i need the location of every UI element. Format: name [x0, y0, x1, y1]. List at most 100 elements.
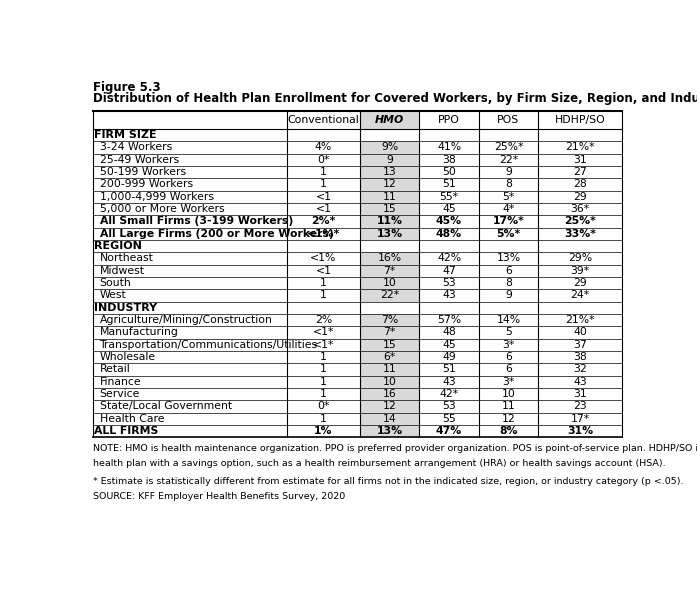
Text: 15: 15 — [383, 340, 397, 350]
Text: 31%: 31% — [567, 426, 593, 436]
Text: health plan with a savings option, such as a health reimbursement arrangement (H: health plan with a savings option, such … — [93, 458, 665, 468]
Bar — [360, 314, 420, 326]
Text: 1: 1 — [320, 389, 327, 399]
Text: 10: 10 — [502, 389, 515, 399]
Bar — [360, 277, 420, 290]
Text: 50-199 Workers: 50-199 Workers — [100, 167, 185, 177]
Text: <1%*: <1%* — [307, 229, 340, 239]
Text: Manufacturing: Manufacturing — [100, 328, 178, 338]
Text: 23: 23 — [573, 402, 587, 411]
Text: 9%: 9% — [381, 142, 398, 152]
Text: 16: 16 — [383, 389, 397, 399]
Text: PPO: PPO — [438, 115, 460, 125]
Text: 1: 1 — [320, 278, 327, 288]
Text: HMO: HMO — [375, 115, 404, 125]
Text: <1*: <1* — [313, 328, 334, 338]
Text: 22*: 22* — [499, 155, 518, 164]
Text: NOTE: HMO is health maintenance organization. PPO is preferred provider organiza: NOTE: HMO is health maintenance organiza… — [93, 444, 697, 453]
Text: 1: 1 — [320, 167, 327, 177]
Text: 31: 31 — [573, 389, 587, 399]
Text: Northeast: Northeast — [100, 253, 153, 264]
Text: 5: 5 — [505, 328, 512, 338]
Text: HDHP/SO: HDHP/SO — [555, 115, 606, 125]
Text: 8%: 8% — [499, 426, 518, 436]
Text: Transportation/Communications/Utilities: Transportation/Communications/Utilities — [100, 340, 318, 350]
Text: 28: 28 — [573, 179, 587, 190]
Text: 16%: 16% — [378, 253, 401, 264]
Text: FIRM SIZE: FIRM SIZE — [94, 130, 157, 140]
Text: 11: 11 — [502, 402, 515, 411]
Bar — [360, 253, 420, 265]
Text: 43: 43 — [442, 377, 456, 387]
Text: Finance: Finance — [100, 377, 141, 387]
Text: 38: 38 — [573, 352, 587, 362]
Text: 7*: 7* — [383, 328, 396, 338]
Bar — [360, 111, 420, 129]
Text: 55*: 55* — [440, 192, 459, 202]
Text: South: South — [100, 278, 131, 288]
Text: Midwest: Midwest — [100, 265, 144, 276]
Text: 27: 27 — [573, 167, 587, 177]
Bar — [360, 388, 420, 400]
Text: 10: 10 — [383, 377, 397, 387]
Bar — [360, 265, 420, 277]
Text: 29: 29 — [573, 192, 587, 202]
Text: 25%*: 25%* — [493, 142, 523, 152]
Text: 38: 38 — [442, 155, 456, 164]
Bar — [360, 339, 420, 351]
Text: 5,000 or More Workers: 5,000 or More Workers — [100, 204, 224, 214]
Text: 21%*: 21%* — [565, 315, 595, 325]
Text: ALL FIRMS: ALL FIRMS — [94, 426, 158, 436]
Text: 9: 9 — [386, 155, 393, 164]
Text: 11: 11 — [383, 192, 397, 202]
Text: 45: 45 — [442, 340, 456, 350]
Text: All Small Firms (3-199 Workers): All Small Firms (3-199 Workers) — [100, 216, 293, 227]
Text: 53: 53 — [442, 278, 456, 288]
Text: 51: 51 — [442, 365, 456, 375]
Text: 41%: 41% — [437, 142, 461, 152]
Text: 5%*: 5%* — [496, 229, 521, 239]
Text: 53: 53 — [442, 402, 456, 411]
Bar — [360, 203, 420, 215]
Bar — [360, 400, 420, 413]
Text: 3*: 3* — [503, 377, 514, 387]
Text: SOURCE: KFF Employer Health Benefits Survey, 2020: SOURCE: KFF Employer Health Benefits Sur… — [93, 492, 345, 501]
Bar — [360, 190, 420, 203]
Text: 47: 47 — [442, 265, 456, 276]
Text: INDUSTRY: INDUSTRY — [94, 302, 158, 313]
Text: 31: 31 — [573, 155, 587, 164]
Text: 6: 6 — [505, 365, 512, 375]
Text: Service: Service — [100, 389, 140, 399]
Text: 9: 9 — [505, 167, 512, 177]
Text: 1: 1 — [320, 377, 327, 387]
Text: 1: 1 — [320, 290, 327, 301]
Text: 12: 12 — [383, 402, 397, 411]
Text: 24*: 24* — [570, 290, 590, 301]
Text: 9: 9 — [505, 290, 512, 301]
Text: West: West — [100, 290, 126, 301]
Text: <1: <1 — [316, 265, 332, 276]
Bar — [360, 326, 420, 339]
Text: 1%: 1% — [314, 426, 332, 436]
Text: <1: <1 — [316, 204, 332, 214]
Text: All Large Firms (200 or More Workers): All Large Firms (200 or More Workers) — [100, 229, 333, 239]
Text: Conventional: Conventional — [288, 115, 360, 125]
Text: 17%*: 17%* — [493, 216, 524, 227]
Text: 4*: 4* — [503, 204, 514, 214]
Text: <1: <1 — [316, 192, 332, 202]
Text: 45: 45 — [442, 204, 456, 214]
Text: 0*: 0* — [317, 402, 330, 411]
Text: 1: 1 — [320, 365, 327, 375]
Bar — [360, 141, 420, 153]
Text: 13%: 13% — [496, 253, 521, 264]
Text: 5*: 5* — [503, 192, 514, 202]
Text: 3*: 3* — [503, 340, 514, 350]
Text: Health Care: Health Care — [100, 414, 164, 424]
Text: 4%: 4% — [315, 142, 332, 152]
Text: 48: 48 — [442, 328, 456, 338]
Text: 14%: 14% — [496, 315, 521, 325]
Text: REGION: REGION — [94, 241, 142, 251]
Text: 33%*: 33%* — [564, 229, 596, 239]
Bar — [360, 425, 420, 437]
Text: 200-999 Workers: 200-999 Workers — [100, 179, 192, 190]
